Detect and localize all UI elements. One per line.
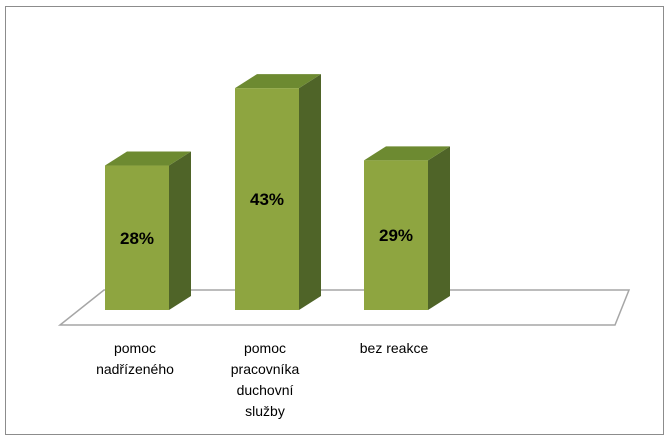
bar-top: [105, 151, 191, 166]
bar-side: [299, 74, 321, 311]
category-label: pomoc nadřízeného: [96, 340, 174, 377]
chart-plot-area: 28% pomoc nadřízeného 43% pomoc pracovníka duc…: [57, 74, 631, 419]
bar-top: [235, 74, 321, 89]
data-label: 43%: [250, 190, 284, 209]
bar-side: [428, 146, 450, 310]
bar: [364, 160, 428, 310]
data-label: 28%: [120, 229, 154, 248]
bar-side: [169, 151, 191, 310]
chart-frame: 28% pomoc nadřízeného 43% pomoc pracovníka duc…: [5, 6, 664, 435]
category-label: pomoc pracovníka duchovní služby: [231, 340, 300, 419]
data-label: 29%: [379, 226, 413, 245]
category-label: bez reakce: [360, 340, 429, 356]
bar: [235, 88, 299, 311]
chart-floor: [57, 289, 631, 326]
bar: [105, 165, 169, 310]
bar-top: [364, 146, 450, 161]
